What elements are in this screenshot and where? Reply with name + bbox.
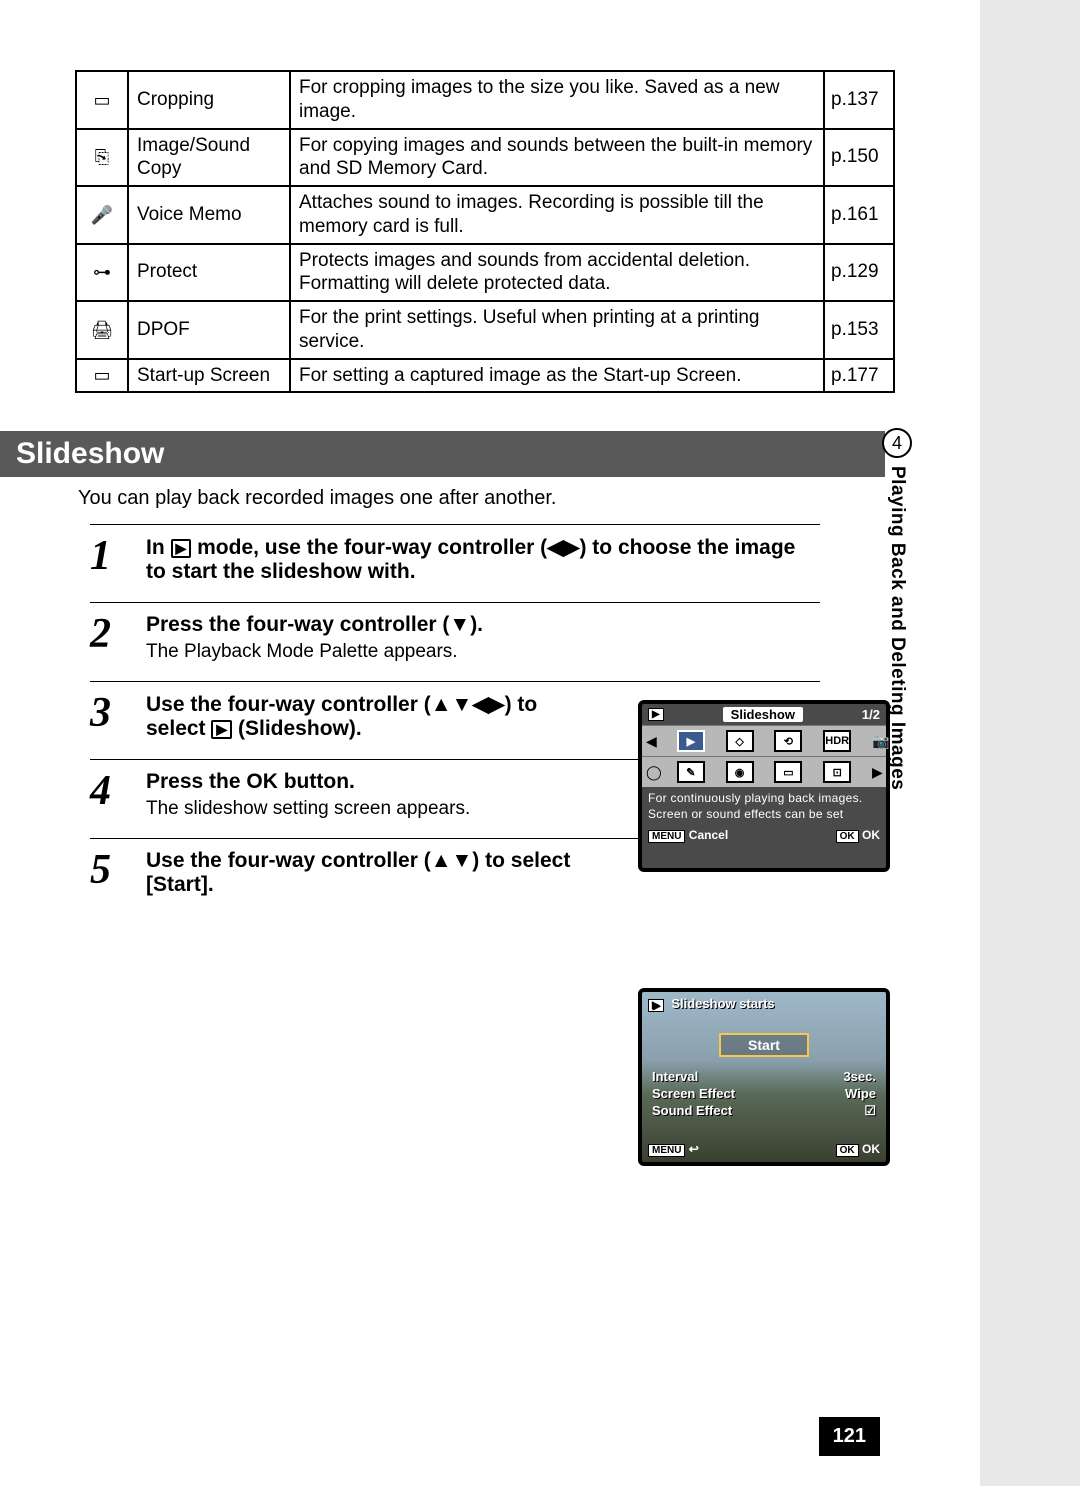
feature-name: Voice Memo [128,186,290,244]
step-sub: The Playback Mode Palette appears. [146,641,820,663]
setting-row: Screen Effect Wipe [652,1086,876,1101]
palette-icon: ✎ [677,761,705,783]
ok-word: OK [862,1142,880,1156]
lcd2-title: Slideshow starts [671,996,774,1011]
step: 1 In ▶ mode, use the four-way controller … [90,524,820,602]
palette-row-2: ◯✎◉▭⊡▶ [642,756,886,787]
page-number: 121 [819,1417,880,1456]
feature-icon: ▭ [76,359,128,393]
palette-icon: ▭ [774,761,802,783]
table-row: 🖨DPOFFor the print settings. Useful when… [76,301,894,359]
feature-table: ▭CroppingFor cropping images to the size… [75,70,895,393]
palette-row-1: ◀▶◇⟲HDR📷 [642,725,886,756]
step-number: 4 [90,770,128,820]
setting-label: Sound Effect [652,1103,732,1119]
feature-name: Protect [128,244,290,302]
setting-label: Interval [652,1069,698,1084]
margin-strip [980,0,1080,1486]
ok-word: OK [862,828,880,842]
feature-icon: ⎘ [76,129,128,187]
feature-page: p.129 [824,244,894,302]
setting-label: Screen Effect [652,1086,735,1101]
ok-text: OK [246,770,278,793]
chapter-tab: 4 Playing Back and Deleting Images [876,428,918,790]
table-row: ▭Start-up ScreenFor setting a captured i… [76,359,894,393]
lcd-description: For continuously playing back images. Sc… [642,787,886,826]
palette-icon: HDR [823,730,851,752]
table-row: ⎘Image/Sound CopyFor copying images and … [76,129,894,187]
chapter-number: 4 [882,428,912,458]
setting-row: Interval 3sec. [652,1069,876,1084]
palette-icon: ◯ [646,764,656,781]
menu-button-label: MENU [648,1144,685,1157]
palette-icon: ◀ [646,733,656,750]
playback-icon: ▶ [648,999,664,1012]
step-body: Use the four-way controller (▲▼) to sele… [146,849,576,897]
feature-desc: For setting a captured image as the Star… [290,359,824,393]
setting-row: Sound Effect ☑ [652,1103,876,1119]
cancel-label: Cancel [689,828,728,842]
feature-icon: 🎤 [76,186,128,244]
setting-value: ☑ [864,1103,876,1119]
palette-icon: ◇ [726,730,754,752]
lcd-palette-screenshot: ▶ Slideshow 1/2 ◀▶◇⟲HDR📷 ◯✎◉▭⊡▶ For cont… [638,700,890,872]
table-row: ⊶ProtectProtects images and sounds from … [76,244,894,302]
palette-icon: ⟲ [774,730,802,752]
playback-mode-icon: ▶ [171,539,192,558]
settings-rows: Interval 3sec. Screen Effect Wipe Sound Effe… [642,1069,886,1119]
playback-mode-icon: ▶ [211,720,232,739]
feature-name: Cropping [128,71,290,129]
ok-button-label: OK [836,830,859,843]
palette-icon: ⊡ [823,761,851,783]
step-number: 3 [90,692,128,741]
playback-icon: ▶ [648,708,664,721]
lcd-title: Slideshow [723,707,803,722]
lcd-settings-screenshot: ▶ Slideshow starts Start Interval 3sec. Sc… [638,988,890,1166]
feature-desc: Protects images and sounds from accident… [290,244,824,302]
feature-desc: Attaches sound to images. Recording is p… [290,186,824,244]
feature-icon: ⊶ [76,244,128,302]
feature-desc: For copying images and sounds between th… [290,129,824,187]
page-content: ▭CroppingFor cropping images to the size… [0,0,980,1486]
table-row: 🎤Voice MemoAttaches sound to images. Rec… [76,186,894,244]
setting-value: 3sec. [843,1069,876,1084]
feature-icon: ▭ [76,71,128,129]
section-header: Slideshow [0,431,885,477]
table-row: ▭CroppingFor cropping images to the size… [76,71,894,129]
setting-value: Wipe [845,1086,876,1101]
feature-name: Start-up Screen [128,359,290,393]
feature-name: Image/Sound Copy [128,129,290,187]
back-icon: ↩ [689,1142,699,1156]
feature-page: p.177 [824,359,894,393]
chapter-label: Playing Back and Deleting Images [886,466,908,790]
step-number: 2 [90,613,128,663]
feature-page: p.153 [824,301,894,359]
feature-page: p.137 [824,71,894,129]
palette-icon: ◉ [726,761,754,783]
feature-page: p.150 [824,129,894,187]
step-body: In ▶ mode, use the four-way controller (… [146,535,820,584]
feature-page: p.161 [824,186,894,244]
feature-name: DPOF [128,301,290,359]
start-option: Start [719,1033,809,1057]
step-number: 5 [90,849,128,897]
menu-button-label: MENU [648,830,685,843]
feature-desc: For cropping images to the size you like… [290,71,824,129]
step: 2 Press the four-way controller (▼).The P… [90,602,820,681]
section-intro: You can play back recorded images one af… [0,477,980,510]
step-body: Press the four-way controller (▼).The Pl… [146,613,820,663]
feature-desc: For the print settings. Useful when prin… [290,301,824,359]
feature-icon: 🖨 [76,301,128,359]
step-number: 1 [90,535,128,584]
step-body: Use the four-way controller (▲▼◀▶) to se… [146,692,576,741]
ok-button-label: OK [836,1144,859,1157]
palette-icon: ▶ [677,730,705,752]
